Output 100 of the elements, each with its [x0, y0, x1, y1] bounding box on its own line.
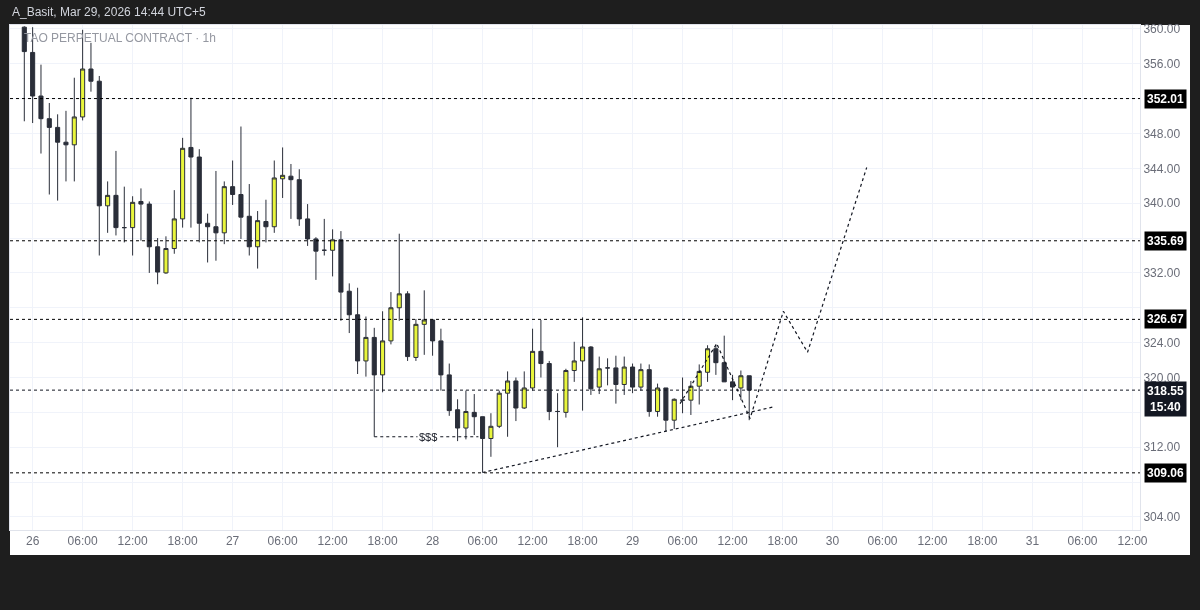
candlestick — [96, 75, 102, 256]
candlestick — [580, 316, 586, 412]
candlestick — [413, 318, 419, 362]
x-tick-label: 06:00 — [1067, 534, 1098, 549]
candlestick — [121, 186, 127, 243]
candlestick — [505, 370, 511, 438]
candlestick — [355, 287, 361, 375]
candlestick — [663, 387, 669, 433]
candlestick — [163, 235, 169, 275]
candlestick — [421, 289, 427, 356]
candlestick — [646, 363, 652, 418]
candlestick — [605, 357, 611, 386]
x-tick-label: 12:00 — [717, 534, 748, 549]
candlestick — [446, 363, 452, 417]
candlestick — [155, 237, 161, 285]
x-tick-label: 06:00 — [67, 534, 98, 549]
candlestick — [171, 189, 177, 255]
candlestick — [588, 345, 594, 396]
candlestick — [205, 213, 211, 263]
candlestick — [396, 233, 402, 322]
candlestick — [180, 137, 186, 229]
candlestick — [130, 195, 136, 256]
candlestick — [146, 200, 152, 274]
candlestick — [280, 146, 286, 199]
x-tick-label: 12:00 — [1117, 534, 1148, 549]
ref-line-label: 309.06 — [1147, 466, 1185, 480]
candlestick — [730, 374, 736, 401]
candlestick — [521, 370, 527, 410]
candlestick — [671, 397, 677, 430]
candlestick — [596, 356, 602, 395]
x-tick-label: 31 — [1025, 534, 1040, 549]
candlestick — [88, 42, 94, 93]
y-tick-label: 360.00 — [1143, 22, 1181, 37]
x-tick-label: 18:00 — [367, 534, 398, 549]
x-tick-label: 28 — [425, 534, 440, 549]
x-tick-label: 06:00 — [267, 534, 298, 549]
ref-line-label: 318.55 15:40 — [1147, 384, 1185, 414]
candlestick — [546, 360, 552, 421]
candlestick — [288, 163, 294, 220]
y-tick-label: 332.00 — [1143, 266, 1181, 281]
candlestick — [313, 236, 319, 281]
candlestick — [513, 377, 519, 422]
candlestick — [746, 375, 752, 421]
candlestick — [613, 355, 619, 405]
candlestick — [296, 168, 302, 227]
candlestick — [55, 113, 61, 202]
x-tick-label: 30 — [825, 534, 840, 549]
candlestick — [113, 150, 119, 236]
candlestick — [655, 383, 661, 418]
x-tick-label: 12:00 — [117, 534, 148, 549]
candlestick — [271, 160, 277, 234]
candlestick — [105, 180, 111, 234]
y-tick-label: 344.00 — [1143, 161, 1181, 176]
candlestick — [388, 291, 394, 345]
candlestick — [71, 77, 77, 182]
x-tick-label: 06:00 — [667, 534, 698, 549]
candlestick — [255, 210, 261, 270]
candlestick — [713, 343, 719, 376]
candlestick — [63, 110, 69, 182]
candlestick — [371, 327, 377, 438]
candlestick — [696, 363, 702, 406]
x-tick-label: 12:00 — [317, 534, 348, 549]
x-tick-label: 06:00 — [467, 534, 498, 549]
y-tick-label: 340.00 — [1143, 196, 1181, 211]
candlestick — [530, 328, 536, 392]
candlestick — [488, 412, 494, 458]
candlestick — [430, 318, 436, 357]
candlestick — [571, 341, 577, 383]
annotation: $$$ — [419, 431, 438, 443]
candlestick — [346, 282, 352, 334]
x-tick-label: 06:00 — [867, 534, 898, 549]
y-tick-label: 304.00 — [1143, 510, 1181, 525]
x-tick-label: 29 — [625, 534, 640, 549]
y-tick-label: 320.00 — [1143, 370, 1181, 385]
candlestick — [405, 290, 411, 362]
candlestick — [238, 126, 244, 240]
candlestick — [330, 228, 336, 277]
candlestick — [363, 316, 369, 378]
x-tick-label: 18:00 — [167, 534, 198, 549]
x-tick-label: 12:00 — [917, 534, 948, 549]
x-tick-label: 18:00 — [767, 534, 798, 549]
candlestick — [638, 363, 644, 392]
candlestick — [46, 102, 52, 195]
x-tick-label: 12:00 — [517, 534, 548, 549]
candlestick — [738, 370, 744, 401]
ref-line-label: 326.67 — [1147, 312, 1185, 326]
candlestick — [538, 319, 544, 378]
ref-line-label: 335.69 — [1147, 234, 1185, 248]
candlestick — [438, 328, 444, 392]
candlestick — [380, 310, 386, 393]
candlestick — [221, 180, 227, 245]
candlestick — [138, 187, 144, 242]
x-tick-label: 27 — [225, 534, 240, 549]
candlestick — [705, 344, 711, 383]
candlestick — [621, 356, 627, 396]
candlestick — [188, 97, 194, 229]
candlestick — [321, 218, 327, 256]
candlestick — [338, 230, 344, 322]
candlestick — [463, 390, 469, 440]
candlestick — [38, 64, 44, 155]
